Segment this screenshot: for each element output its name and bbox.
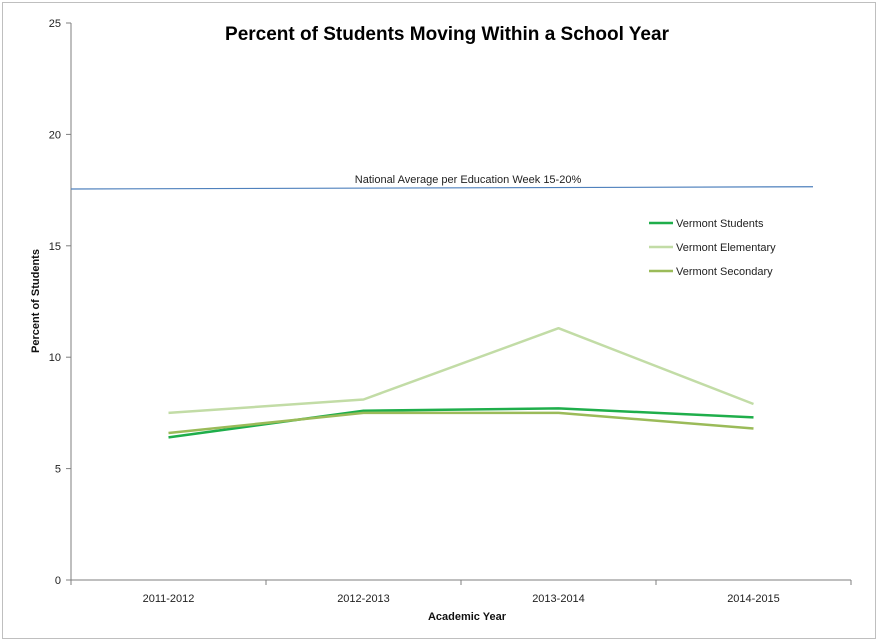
y-axis-ticks: 0 5 10 15 20 25: [49, 18, 71, 587]
chart-title: Percent of Students Moving Within a Scho…: [225, 24, 670, 45]
vermont-elementary-line: [168, 326, 754, 415]
x-tick-label: 2012-2013: [337, 593, 390, 605]
vermont-secondary-legend-label: Vermont Secondary: [676, 266, 773, 278]
y-axis-title: Percent of Students: [30, 249, 42, 353]
x-tick-label: 2014-2015: [727, 593, 780, 605]
y-tick-label: 0: [55, 575, 61, 587]
legend: Vermont Students Vermont Elementary Vermon…: [649, 218, 776, 278]
x-axis-ticks: 2011-2012 2012-2013 2013-2014 2014-2015: [70, 580, 852, 605]
national-average-label: National Average per Education Week 15-2…: [355, 174, 582, 186]
national-average-line: [70, 186, 814, 190]
series-group: [168, 326, 754, 439]
y-tick-label: 25: [49, 18, 61, 30]
reference-line-group: National Average per Education Week 15-2…: [70, 174, 814, 190]
y-tick-label: 10: [49, 352, 61, 364]
vermont-secondary-line: [168, 411, 754, 435]
x-tick-label: 2013-2014: [532, 593, 585, 605]
x-tick-label: 2011-2012: [143, 593, 195, 605]
vermont-students-legend-label: Vermont Students: [676, 218, 764, 230]
line-chart: Percent of Students Moving Within a Scho…: [30, 18, 852, 623]
vermont-elementary-legend-label: Vermont Elementary: [676, 242, 776, 254]
x-axis-title: Academic Year: [428, 611, 507, 623]
y-tick-label: 15: [49, 241, 61, 253]
y-tick-label: 5: [55, 464, 61, 476]
y-tick-label: 20: [49, 129, 61, 141]
